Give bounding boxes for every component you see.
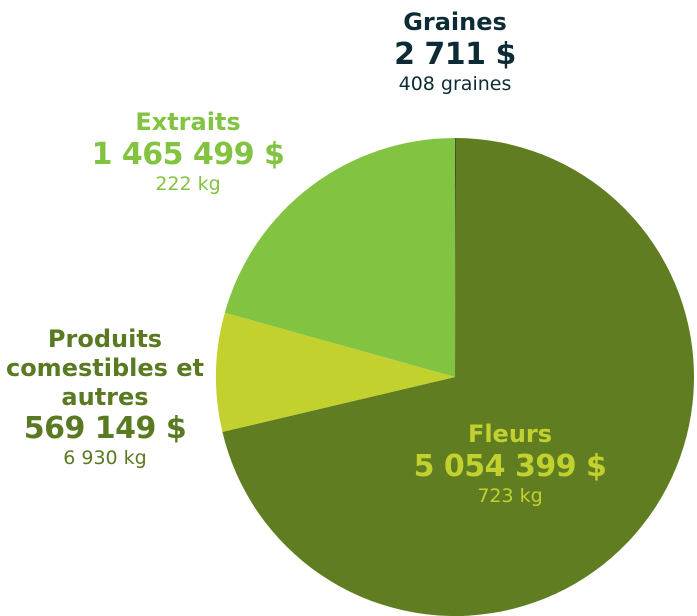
- slice-label: Fleurs 5 054 399 $723 kg: [360, 420, 660, 508]
- pie-slice: [455, 138, 456, 377]
- pie-slice: [216, 312, 455, 432]
- value-label: 5 054 399 $: [413, 448, 607, 484]
- category-name: Fleurs: [467, 420, 553, 448]
- detail-label: 6 930 kg: [63, 447, 147, 470]
- detail-label: 723 kg: [477, 484, 543, 507]
- slice-label: Extraits 1 465 499 $222 kg: [58, 108, 318, 196]
- detail-label: 408 graines: [398, 72, 512, 95]
- category-name: Graines: [403, 8, 507, 36]
- category-name: Produits comestibles et autres: [5, 325, 205, 411]
- detail-label: 222 kg: [155, 172, 221, 195]
- value-label: 1 465 499 $: [91, 136, 285, 172]
- pie-slice: [222, 138, 694, 616]
- pie-slice: [224, 138, 455, 377]
- slice-label: Produits comestibles et autres 569 149 $6…: [5, 325, 205, 470]
- value-label: 569 149 $: [23, 411, 187, 447]
- slice-label: Graines 2 711 $408 graines: [305, 8, 605, 96]
- category-name: Extraits: [135, 108, 241, 136]
- value-label: 2 711 $: [394, 36, 516, 72]
